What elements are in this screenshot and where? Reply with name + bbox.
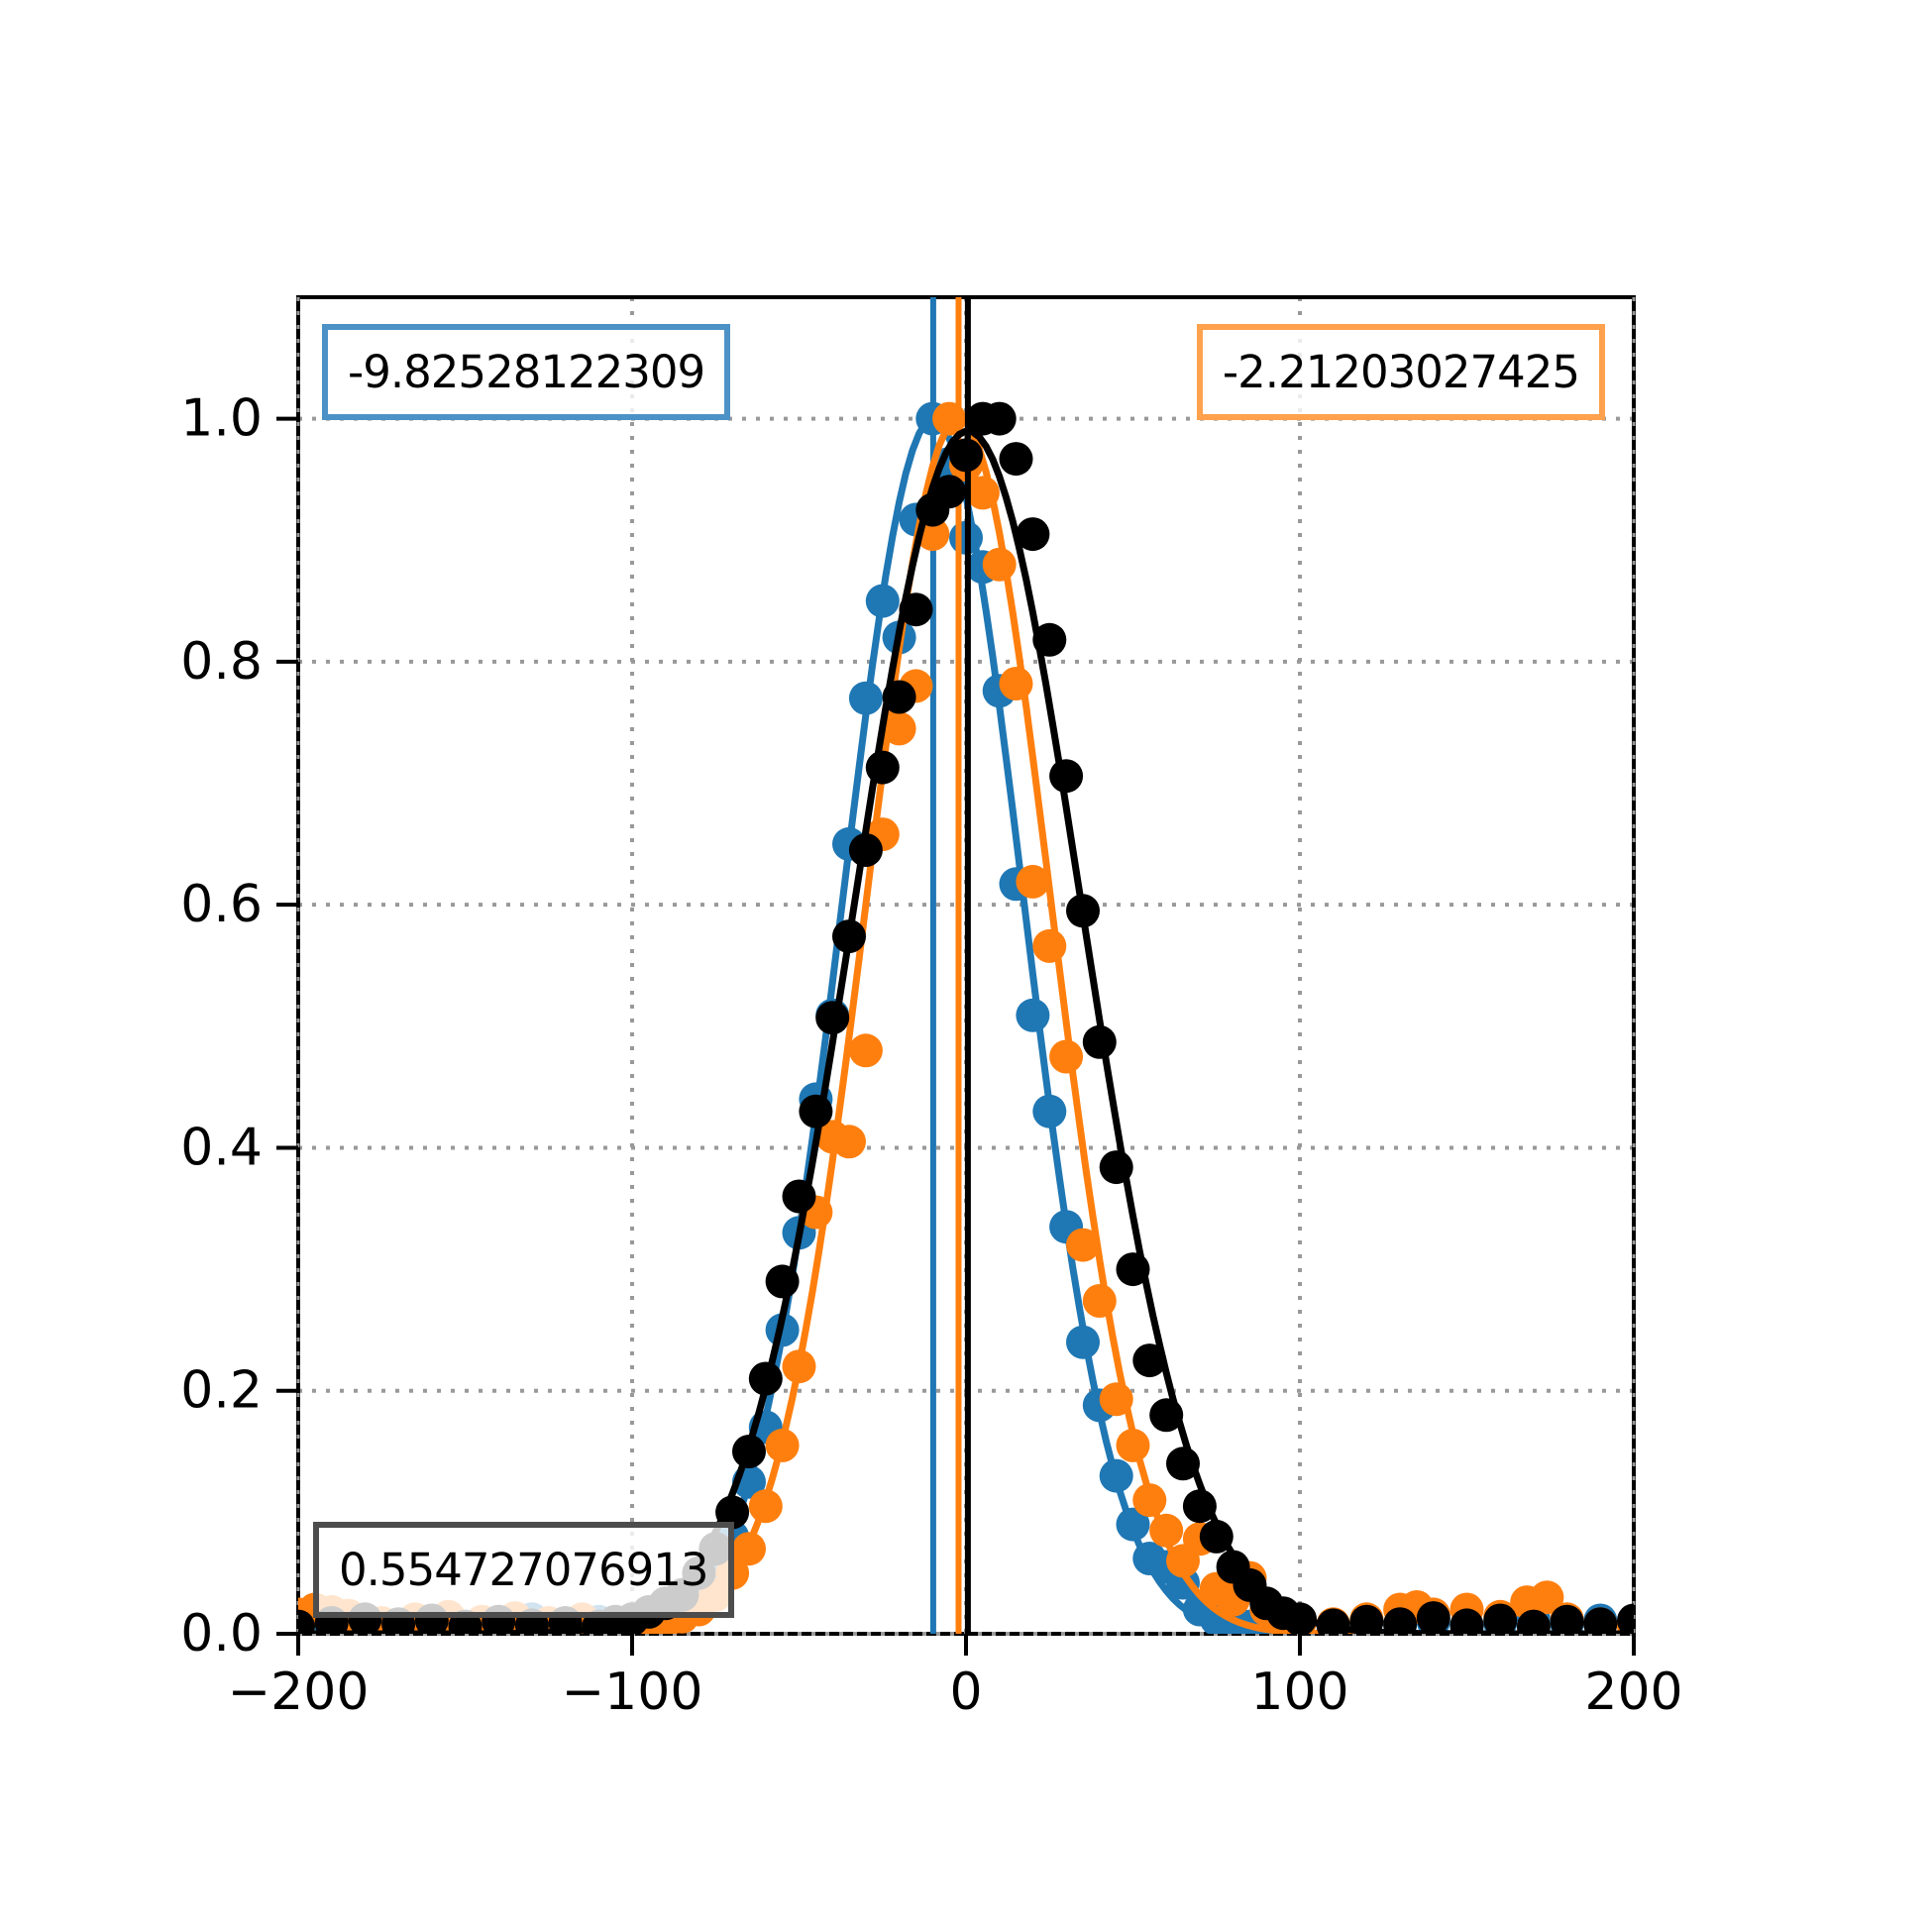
data-point-black [1449,1608,1484,1634]
y-tick-label: 1.0 [180,389,263,449]
data-point-blue [1032,1094,1067,1128]
data-point-orange [1149,1513,1184,1548]
data-point-black [1316,1608,1350,1634]
annotation-box-orange: -2.21203027425 [1196,324,1605,420]
data-point-black [1516,1609,1551,1634]
y-tick-label: 0.2 [180,1361,263,1421]
data-point-black [748,1361,783,1396]
data-point-black [1283,1602,1317,1634]
data-point-blue [865,584,900,618]
data-point-black [1483,1603,1518,1634]
data-point-blue [1016,998,1050,1032]
x-tick-label: −200 [228,1663,370,1722]
data-point-black [1199,1519,1234,1554]
data-point-blue [1116,1507,1150,1542]
data-point-black [899,592,933,627]
data-point-orange [1099,1382,1133,1417]
data-point-black [1349,1604,1384,1634]
x-tick-label: −100 [562,1663,703,1722]
data-point-orange [748,1489,783,1524]
data-point-black [882,680,916,714]
data-point-black [999,442,1033,477]
data-point-orange [1132,1483,1167,1518]
data-point-blue [848,681,883,715]
data-point-orange [999,667,1033,700]
data-point-black [1082,1024,1117,1059]
data-point-orange [1066,1228,1100,1262]
annotation-text-blue: -9.82528122309 [348,346,705,398]
data-point-black [1116,1252,1150,1287]
data-point-black [1132,1343,1167,1378]
data-point-black [1032,622,1067,657]
data-point-orange [1016,864,1050,899]
data-point-black [1617,1603,1634,1634]
data-point-black [765,1264,800,1299]
data-point-black [1149,1398,1184,1433]
data-point-black [1166,1447,1200,1481]
data-point-black [799,1094,833,1128]
data-point-orange [848,1033,883,1068]
y-tick-label: 0.4 [180,1118,263,1177]
data-point-black [782,1179,816,1214]
data-point-blue [1099,1458,1133,1493]
x-tick-label: 200 [1584,1663,1682,1722]
annotation-box-gray: 0.554727076913 [313,1522,734,1618]
y-tick-label: 0.8 [180,632,263,692]
data-point-orange [765,1428,800,1462]
data-point-black [715,1495,750,1530]
data-point-black [848,833,883,867]
data-point-orange [1116,1428,1150,1462]
data-point-orange [882,711,916,746]
data-point-black [832,919,866,954]
data-point-black [1016,517,1050,552]
series-black [298,297,1634,1634]
y-tick-label: 0.0 [180,1604,263,1664]
data-point-black [1583,1607,1618,1634]
data-point-black [1416,1601,1450,1634]
y-tick-label: 0.6 [180,875,263,934]
data-point-black [298,1609,315,1634]
data-point-black [1383,1607,1418,1634]
data-point-black [1066,894,1100,928]
data-point-black [1182,1489,1217,1524]
data-point-black [932,475,967,509]
data-point-blue [1066,1325,1100,1359]
data-point-orange [1032,928,1067,963]
data-point-black [732,1435,766,1468]
data-point-black [815,1001,850,1035]
data-point-orange [1082,1284,1117,1318]
data-point-orange [732,1532,766,1566]
data-point-black [1099,1150,1133,1185]
data-point-black [982,401,1017,436]
annotation-text-gray: 0.554727076913 [339,1544,708,1596]
data-point-black [1550,1604,1584,1634]
annotation-box-blue: -9.82528122309 [322,324,731,420]
data-point-black [1049,759,1084,794]
data-point-orange [832,1125,866,1159]
data-point-black [865,750,900,785]
data-point-orange [982,547,1017,582]
x-tick-label: 0 [949,1663,982,1722]
data-point-orange [1530,1580,1564,1615]
data-point-orange [1049,1039,1084,1074]
annotation-text-orange: -2.21203027425 [1222,346,1580,398]
data-point-orange [782,1349,816,1384]
data-point-orange [965,476,1000,510]
x-tick-label: 100 [1250,1663,1348,1722]
